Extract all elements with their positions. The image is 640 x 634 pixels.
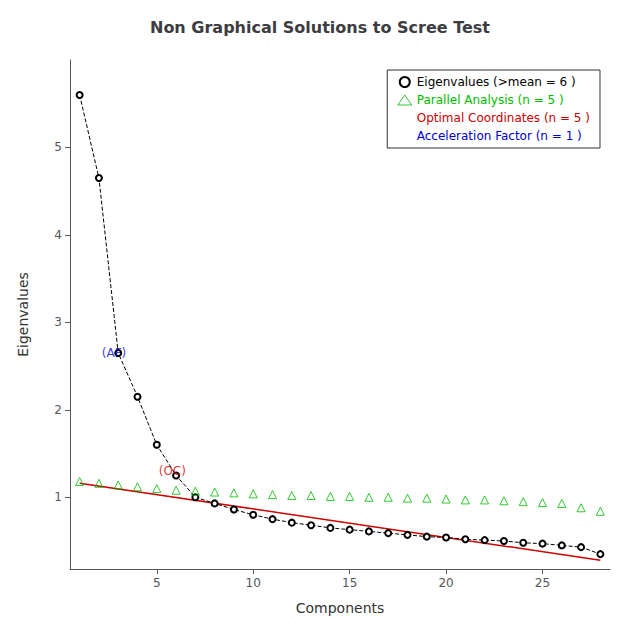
svg-text:15: 15	[342, 576, 357, 590]
svg-text:Components: Components	[296, 600, 385, 616]
svg-text:4: 4	[54, 228, 62, 242]
svg-text:10: 10	[246, 576, 261, 590]
svg-text:Eigenvalues (>mean = 6 ): Eigenvalues (>mean = 6 )	[417, 75, 576, 89]
svg-text:20: 20	[438, 576, 453, 590]
svg-text:(AF): (AF)	[102, 346, 126, 360]
svg-text:5: 5	[54, 140, 62, 154]
svg-text:3: 3	[54, 315, 62, 329]
svg-text:Non Graphical Solutions to Scr: Non Graphical Solutions to Scree Test	[150, 18, 490, 37]
svg-text:Acceleration Factor (n = 1 ): Acceleration Factor (n = 1 )	[417, 129, 582, 143]
svg-text:25: 25	[535, 576, 550, 590]
svg-text:2: 2	[54, 403, 62, 417]
svg-text:(OC): (OC)	[159, 464, 186, 478]
svg-text:Parallel Analysis (n = 5 ): Parallel Analysis (n = 5 )	[417, 93, 564, 107]
svg-text:1: 1	[54, 490, 62, 504]
svg-text:5: 5	[153, 576, 161, 590]
svg-text:Optimal Coordinates (n = 5 ): Optimal Coordinates (n = 5 )	[417, 111, 590, 125]
svg-text:Eigenvalues: Eigenvalues	[15, 272, 31, 357]
